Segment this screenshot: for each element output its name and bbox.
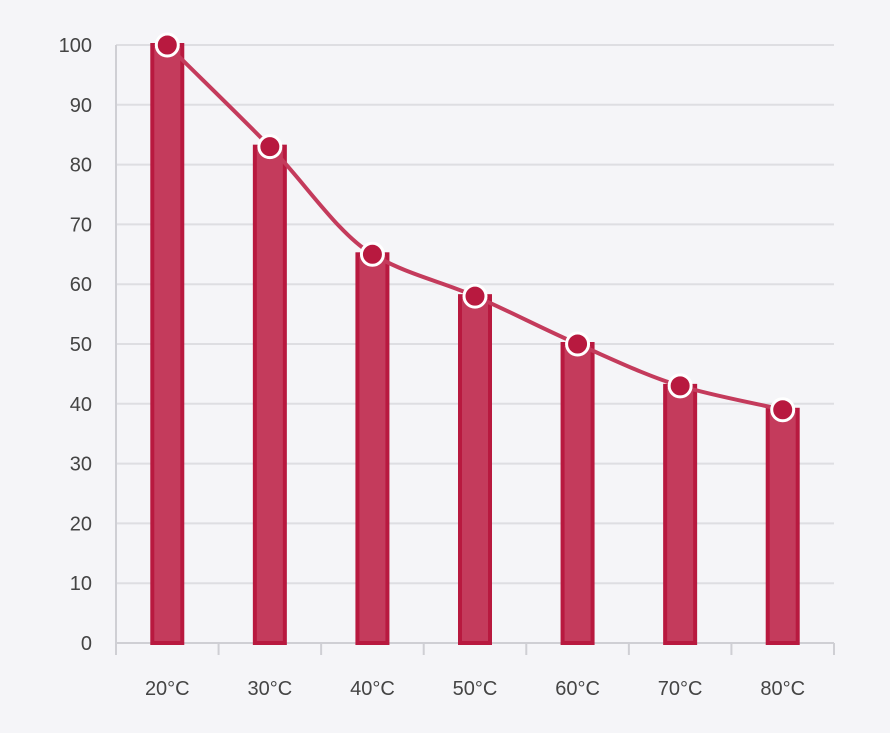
x-tick-label: 30°C [248,678,293,700]
x-tick-label: 70°C [658,678,703,700]
marker-80°C [770,397,796,423]
x-axis-tick-labels: 20°C 30°C 40°C 50°C 60°C 70°C 80°C [145,678,805,700]
y-tick-label: 80 [70,155,92,177]
y-tick-label: 70 [70,214,92,236]
bar-40°C [355,252,390,646]
bars [150,43,800,646]
x-tick-label: 20°C [145,678,190,700]
y-axis-tick-labels: 0 10 20 30 40 50 60 70 80 90 100 [59,35,92,655]
marker-70°C [667,373,693,399]
x-tick-label: 50°C [453,678,498,700]
y-tick-label: 60 [70,274,92,296]
marker-20°C [154,32,180,58]
x-tick-label: 80°C [760,678,805,700]
x-tick-label: 60°C [555,678,600,700]
y-tick-label: 10 [70,573,92,595]
bar-20°C [150,43,185,645]
marker-30°C [257,134,283,160]
y-tick-label: 20 [70,513,92,535]
marker-60°C [565,331,591,357]
y-tick-label: 40 [70,394,92,416]
y-tick-label: 50 [70,334,92,356]
y-tick-label: 30 [70,454,92,476]
y-tick-label: 90 [70,95,92,117]
marker-40°C [359,241,385,267]
line-markers [154,32,796,423]
bar-80°C [765,407,800,645]
x-tick-label: 40°C [350,678,395,700]
bar-70°C [663,383,698,645]
bar-60°C [560,342,595,645]
marker-50°C [462,283,488,309]
bar-30°C [252,144,287,645]
y-tick-label: 100 [59,35,92,57]
bar-50°C [458,294,492,645]
y-tick-label: 0 [81,633,92,655]
